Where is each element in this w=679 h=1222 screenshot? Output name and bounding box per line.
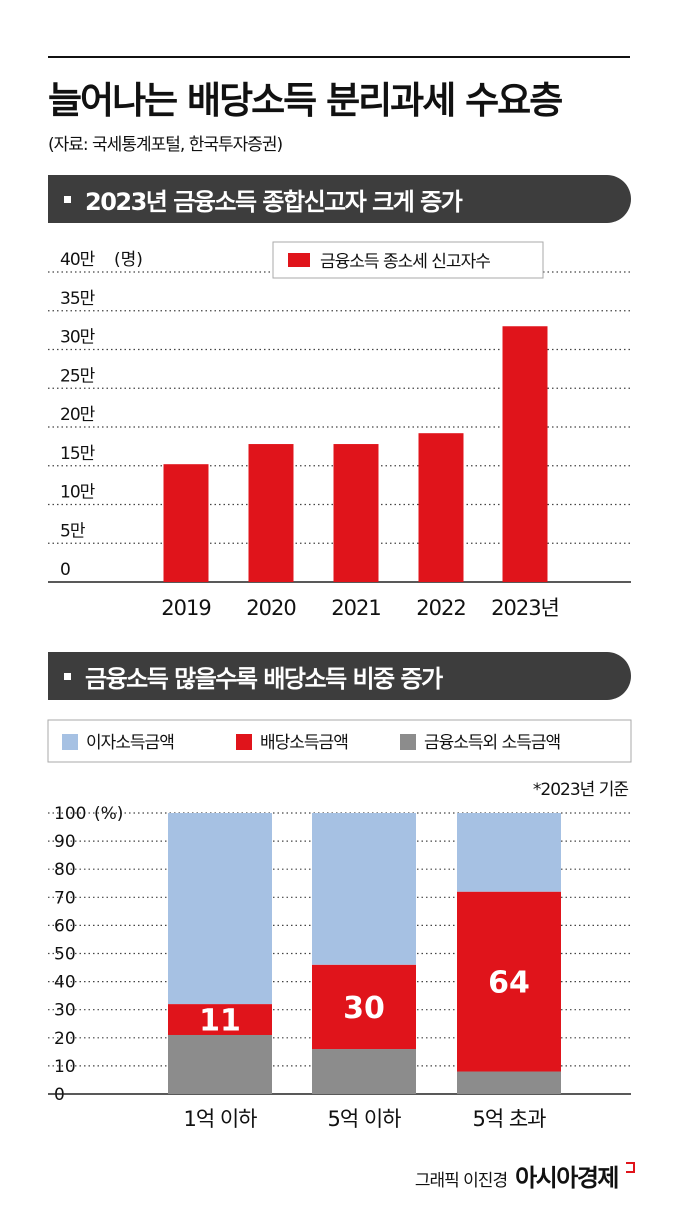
y-tick-label: 10만 <box>60 483 96 503</box>
bar-2019 <box>163 464 209 582</box>
segment-이자소득금액 <box>457 813 561 892</box>
x-tick-label: 2022 <box>416 596 465 620</box>
x-tick-label: 2020 <box>246 596 295 620</box>
data-label: 64 <box>488 966 530 1001</box>
segment-배당소득금액 <box>457 891 561 1072</box>
y-tick-label: 50 <box>54 945 76 965</box>
bar-2022 <box>418 433 464 582</box>
legend-box <box>272 241 544 279</box>
segment-배당소득금액 <box>168 1004 272 1035</box>
y-tick-label: 100 <box>54 804 86 824</box>
legend-label: 이자소득금액 <box>86 733 174 753</box>
brand-mark-icon <box>626 1162 635 1173</box>
legend-label: 배당소득금액 <box>260 733 348 753</box>
legend-box <box>47 719 632 763</box>
segment-금융소득외 소득금액 <box>457 1071 561 1094</box>
data-label: 30 <box>343 991 385 1026</box>
section-title-1: 2023년 금융소득 종합신고자 크게 증가 <box>85 187 463 216</box>
legend-swatch <box>62 734 78 750</box>
bar-2021 <box>333 444 379 582</box>
x-tick-label: 5억 이하 <box>328 1107 402 1131</box>
y-tick-label: 10 <box>54 1057 76 1077</box>
x-tick-label: 2019 <box>161 596 210 620</box>
legend-swatch <box>236 734 252 750</box>
segment-이자소득금액 <box>312 813 416 965</box>
section-header-1: 2023년 금융소득 종합신고자 크게 증가 <box>48 175 631 223</box>
legend-label: 금융소득 종소세 신고자수 <box>320 252 490 272</box>
y-tick-label: 5만 <box>60 521 86 541</box>
y-tick-label: 30만 <box>60 328 96 348</box>
x-tick-label: 2021 <box>331 596 380 620</box>
bar-2020 <box>248 444 294 582</box>
brand-logo: 아시아경제 <box>515 1164 619 1192</box>
segment-금융소득외 소득금액 <box>312 1049 416 1094</box>
chart-income-composition: 이자소득금액 배당소득금액 금융소득외 소득금액 *2023년 기준 0 10 20 30 40… <box>47 719 632 1131</box>
y-unit-label: (명) <box>114 250 143 270</box>
bullet-square-icon <box>64 195 71 203</box>
legend-label: 금융소득외 소득금액 <box>424 733 560 753</box>
x-tick-label: 2023년 <box>491 596 559 620</box>
x-tick-label: 5억 초과 <box>473 1107 547 1131</box>
segment-금융소득외 소득금액 <box>168 1034 272 1094</box>
page-title: 늘어나는 배당소득 분리과세 수요층 <box>48 79 563 122</box>
y-tick-label: 60 <box>54 916 76 936</box>
legend: 금융소득 종소세 신고자수 <box>272 241 544 279</box>
y-tick-label: 20만 <box>60 405 96 425</box>
y-tick-label: 40 <box>54 973 76 993</box>
y-tick-label: 30 <box>54 1001 76 1021</box>
bullet-square-icon <box>64 672 71 680</box>
graphic-credit: 그래픽 이진경 <box>414 1171 508 1191</box>
legend-swatch <box>400 734 416 750</box>
data-label: 11 <box>199 1004 241 1039</box>
section-title-2: 금융소득 많을수록 배당소득 비중 증가 <box>85 664 443 693</box>
y-tick-label: 0 <box>54 1085 65 1105</box>
x-tick-label: 1억 이하 <box>184 1107 258 1131</box>
y-tick-label: 35만 <box>60 289 96 309</box>
y-tick-label: 80 <box>54 860 76 880</box>
bar-2023년 <box>502 326 548 582</box>
basis-note: *2023년 기준 <box>533 780 628 800</box>
credit-line: 그래픽 이진경 아시아경제 <box>415 1158 635 1193</box>
legend: 이자소득금액 배당소득금액 금융소득외 소득금액 <box>47 719 632 763</box>
y-tick-label: 25만 <box>60 366 96 386</box>
y-tick-label: 90 <box>54 832 76 852</box>
top-rule <box>48 56 630 58</box>
section-header-2: 금융소득 많을수록 배당소득 비중 증가 <box>48 652 631 700</box>
segment-배당소득금액 <box>312 964 416 1050</box>
y-tick-label: 15만 <box>60 444 96 464</box>
chart-filers: 0 5만 10만 15만 20만 25만 30만 35만 40만 (명) 2019 2020 2021 2… <box>48 241 631 620</box>
source-note: (자료: 국세통계포털, 한국투자증권) <box>48 135 283 155</box>
y-unit-label: (%) <box>94 804 123 824</box>
y-tick-label: 40만 <box>60 250 96 270</box>
legend-swatch-red <box>288 253 310 267</box>
y-tick-label: 70 <box>54 888 76 908</box>
y-tick-label: 0 <box>60 560 70 580</box>
segment-이자소득금액 <box>168 813 272 1005</box>
y-tick-label: 20 <box>54 1029 76 1049</box>
